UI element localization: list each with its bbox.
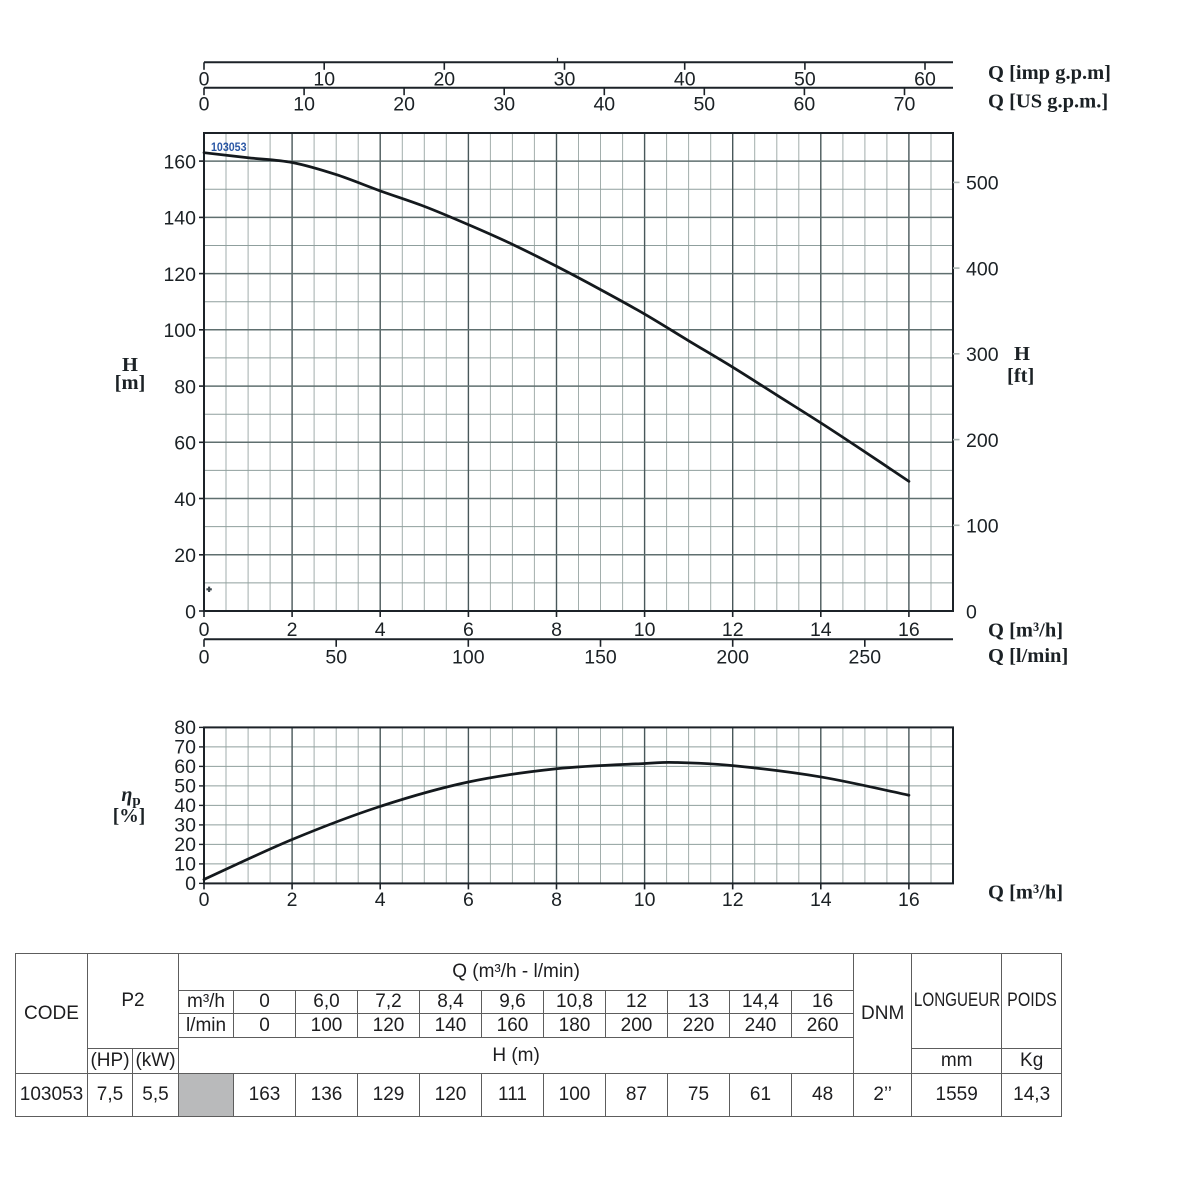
svg-text:40: 40 bbox=[174, 489, 196, 511]
svg-text:150: 150 bbox=[584, 647, 617, 669]
svg-text:Q [imp g.p.m]: Q [imp g.p.m] bbox=[988, 62, 1111, 84]
svg-text:6: 6 bbox=[463, 889, 474, 911]
svg-text:10: 10 bbox=[634, 889, 656, 911]
svg-text:2: 2 bbox=[287, 619, 298, 641]
svg-text:14: 14 bbox=[810, 619, 832, 641]
svg-text:50: 50 bbox=[174, 776, 196, 798]
svg-text:100: 100 bbox=[163, 320, 196, 342]
svg-text:80: 80 bbox=[174, 717, 196, 739]
svg-text:20: 20 bbox=[174, 834, 196, 856]
svg-text:14: 14 bbox=[810, 889, 832, 911]
svg-text:30: 30 bbox=[554, 69, 576, 91]
svg-text:H: H bbox=[1014, 343, 1030, 365]
svg-text:40: 40 bbox=[174, 795, 196, 817]
svg-text:4: 4 bbox=[375, 619, 386, 641]
svg-text:H: H bbox=[122, 354, 138, 376]
svg-text:60: 60 bbox=[794, 94, 816, 116]
svg-text:16: 16 bbox=[898, 619, 920, 641]
svg-text:10: 10 bbox=[174, 854, 196, 876]
svg-text:200: 200 bbox=[966, 430, 999, 452]
svg-text:0: 0 bbox=[966, 601, 977, 623]
svg-text:10: 10 bbox=[634, 619, 656, 641]
svg-text:50: 50 bbox=[325, 647, 347, 669]
svg-text:250: 250 bbox=[849, 647, 882, 669]
svg-text:12: 12 bbox=[722, 619, 744, 641]
svg-text:120: 120 bbox=[163, 264, 196, 286]
svg-text:Q [m³/h]: Q [m³/h] bbox=[988, 882, 1063, 904]
svg-text:[m]: [m] bbox=[115, 372, 146, 394]
svg-text:500: 500 bbox=[966, 173, 999, 195]
svg-text:40: 40 bbox=[593, 94, 615, 116]
svg-text:[%]: [%] bbox=[113, 806, 146, 827]
svg-text:6: 6 bbox=[463, 619, 474, 641]
svg-text:Q [m³/h]: Q [m³/h] bbox=[988, 620, 1063, 642]
svg-text:0: 0 bbox=[199, 69, 210, 91]
svg-text:200: 200 bbox=[716, 647, 749, 669]
svg-text:12: 12 bbox=[722, 889, 744, 911]
svg-text:103053: 103053 bbox=[211, 140, 247, 154]
svg-text:10: 10 bbox=[313, 69, 335, 91]
svg-text:70: 70 bbox=[174, 737, 196, 759]
svg-text:20: 20 bbox=[433, 69, 455, 91]
svg-text:0: 0 bbox=[199, 94, 210, 116]
svg-text:10: 10 bbox=[293, 94, 315, 116]
svg-text:50: 50 bbox=[693, 94, 715, 116]
svg-text:Q [l/min]: Q [l/min] bbox=[988, 645, 1068, 667]
svg-text:80: 80 bbox=[174, 376, 196, 398]
svg-text:4: 4 bbox=[375, 889, 386, 911]
svg-text:30: 30 bbox=[174, 815, 196, 837]
svg-text:Q [US g.p.m.]: Q [US g.p.m.] bbox=[988, 91, 1108, 113]
svg-text:16: 16 bbox=[898, 889, 920, 911]
svg-text:160: 160 bbox=[163, 151, 196, 173]
svg-text:140: 140 bbox=[163, 208, 196, 230]
svg-text:400: 400 bbox=[966, 258, 999, 280]
svg-text:0: 0 bbox=[185, 873, 196, 895]
svg-text:0: 0 bbox=[199, 619, 210, 641]
svg-text:2: 2 bbox=[287, 889, 298, 911]
svg-text:0: 0 bbox=[185, 601, 196, 623]
svg-text:100: 100 bbox=[452, 647, 485, 669]
svg-text:60: 60 bbox=[174, 433, 196, 455]
svg-text:300: 300 bbox=[966, 344, 999, 366]
svg-text:0: 0 bbox=[199, 647, 210, 669]
svg-text:20: 20 bbox=[393, 94, 415, 116]
svg-text:0: 0 bbox=[199, 889, 210, 911]
svg-text:20: 20 bbox=[174, 545, 196, 567]
svg-text:8: 8 bbox=[551, 619, 562, 641]
svg-text:100: 100 bbox=[966, 516, 999, 538]
svg-text:8: 8 bbox=[551, 889, 562, 911]
svg-text:40: 40 bbox=[674, 69, 696, 91]
svg-text:70: 70 bbox=[894, 94, 916, 116]
svg-text:[ft]: [ft] bbox=[1007, 365, 1034, 387]
svg-text:60: 60 bbox=[914, 69, 936, 91]
svg-text:30: 30 bbox=[493, 94, 515, 116]
svg-text:50: 50 bbox=[794, 69, 816, 91]
svg-text:60: 60 bbox=[174, 756, 196, 778]
